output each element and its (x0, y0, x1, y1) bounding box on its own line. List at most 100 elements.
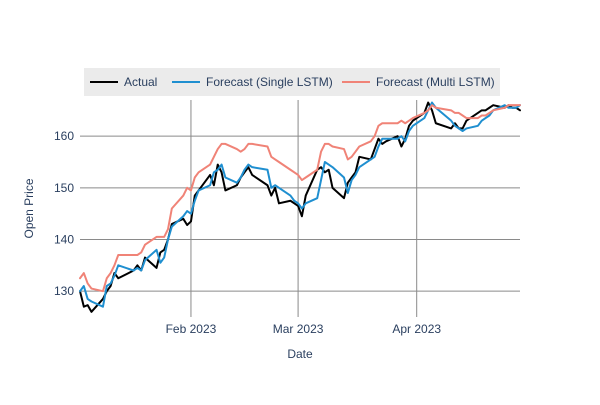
data-point (140, 269, 143, 272)
data-point (411, 124, 414, 127)
data-point (300, 215, 303, 218)
data-point (82, 285, 85, 288)
y-tick-label: 130 (54, 284, 74, 298)
data-point (492, 109, 495, 112)
data-point (90, 300, 93, 303)
data-point (300, 179, 303, 182)
series-lines (79, 101, 522, 313)
legend-item-forecast-single-lstm[interactable]: Forecast (Single LSTM) (172, 75, 333, 89)
data-point (369, 140, 372, 143)
series-line (79, 101, 521, 308)
legend-item-actual[interactable]: Actual (90, 75, 157, 89)
data-point (289, 199, 292, 202)
data-point (297, 173, 300, 176)
data-point (144, 243, 147, 246)
data-point (346, 181, 349, 184)
data-point (155, 266, 158, 269)
data-point (189, 220, 192, 223)
data-point (155, 248, 158, 251)
data-point (251, 142, 254, 145)
data-point (373, 148, 376, 151)
data-point (423, 111, 426, 114)
data-point (385, 140, 388, 143)
data-point (224, 176, 227, 179)
data-point (492, 104, 495, 107)
data-point (216, 163, 219, 166)
axes: 130 140 150 160 Feb 2023 Mar 2023 Apr 2023 Date… (22, 129, 441, 361)
data-point (381, 122, 384, 125)
data-point (323, 161, 326, 164)
data-point (144, 259, 147, 262)
data-point (373, 155, 376, 158)
data-point (327, 163, 330, 166)
data-point (465, 119, 468, 122)
data-point (354, 173, 357, 176)
data-point (167, 228, 170, 231)
data-point (82, 272, 85, 275)
data-point (476, 111, 479, 114)
data-point (316, 168, 319, 171)
data-point (277, 161, 280, 164)
data-point (251, 173, 254, 176)
data-point (331, 186, 334, 189)
data-point (350, 155, 353, 158)
data-point (82, 305, 85, 308)
data-point (488, 111, 491, 114)
data-point (431, 104, 434, 107)
data-point (519, 109, 522, 112)
data-point (404, 122, 407, 125)
data-point (243, 168, 246, 171)
data-point (323, 142, 326, 145)
data-point (220, 163, 223, 166)
data-point (109, 272, 112, 275)
data-point (209, 173, 212, 176)
data-point (235, 181, 238, 184)
legend-item-forecast-multi-lstm[interactable]: Forecast (Multi LSTM) (342, 75, 495, 89)
data-point (519, 104, 522, 107)
legend[interactable]: Actual Forecast (Single LSTM) Forecast (Mu… (84, 68, 500, 96)
data-point (320, 179, 323, 182)
data-point (101, 290, 104, 293)
data-point (327, 168, 330, 171)
data-point (354, 150, 357, 153)
y-tick-label: 150 (54, 181, 74, 195)
data-point (277, 186, 280, 189)
data-point (346, 192, 349, 195)
x-axis-title: Date (287, 347, 313, 361)
legend-label: Forecast (Multi LSTM) (376, 75, 495, 89)
data-point (343, 176, 346, 179)
data-point (373, 135, 376, 138)
data-point (350, 179, 353, 182)
data-point (235, 184, 238, 187)
data-point (297, 202, 300, 205)
data-point (408, 124, 411, 127)
data-point (189, 212, 192, 215)
data-point (457, 127, 460, 130)
data-point (86, 297, 89, 300)
data-point (453, 111, 456, 114)
data-point (163, 256, 166, 259)
data-point (450, 127, 453, 130)
data-point (408, 130, 411, 133)
data-point (170, 207, 173, 210)
data-point (235, 148, 238, 151)
data-point (266, 184, 269, 187)
data-point (400, 145, 403, 148)
data-point (484, 117, 487, 120)
data-point (484, 114, 487, 117)
data-point (193, 199, 196, 202)
data-point (304, 202, 307, 205)
data-point (90, 310, 93, 313)
data-point (163, 235, 166, 238)
x-tick-label: Feb 2023 (166, 322, 217, 336)
data-point (270, 186, 273, 189)
data-point (515, 106, 518, 109)
data-point (320, 166, 323, 169)
data-point (270, 194, 273, 197)
data-point (346, 158, 349, 161)
data-point (90, 287, 93, 290)
data-point (216, 148, 219, 151)
data-point (117, 264, 120, 267)
